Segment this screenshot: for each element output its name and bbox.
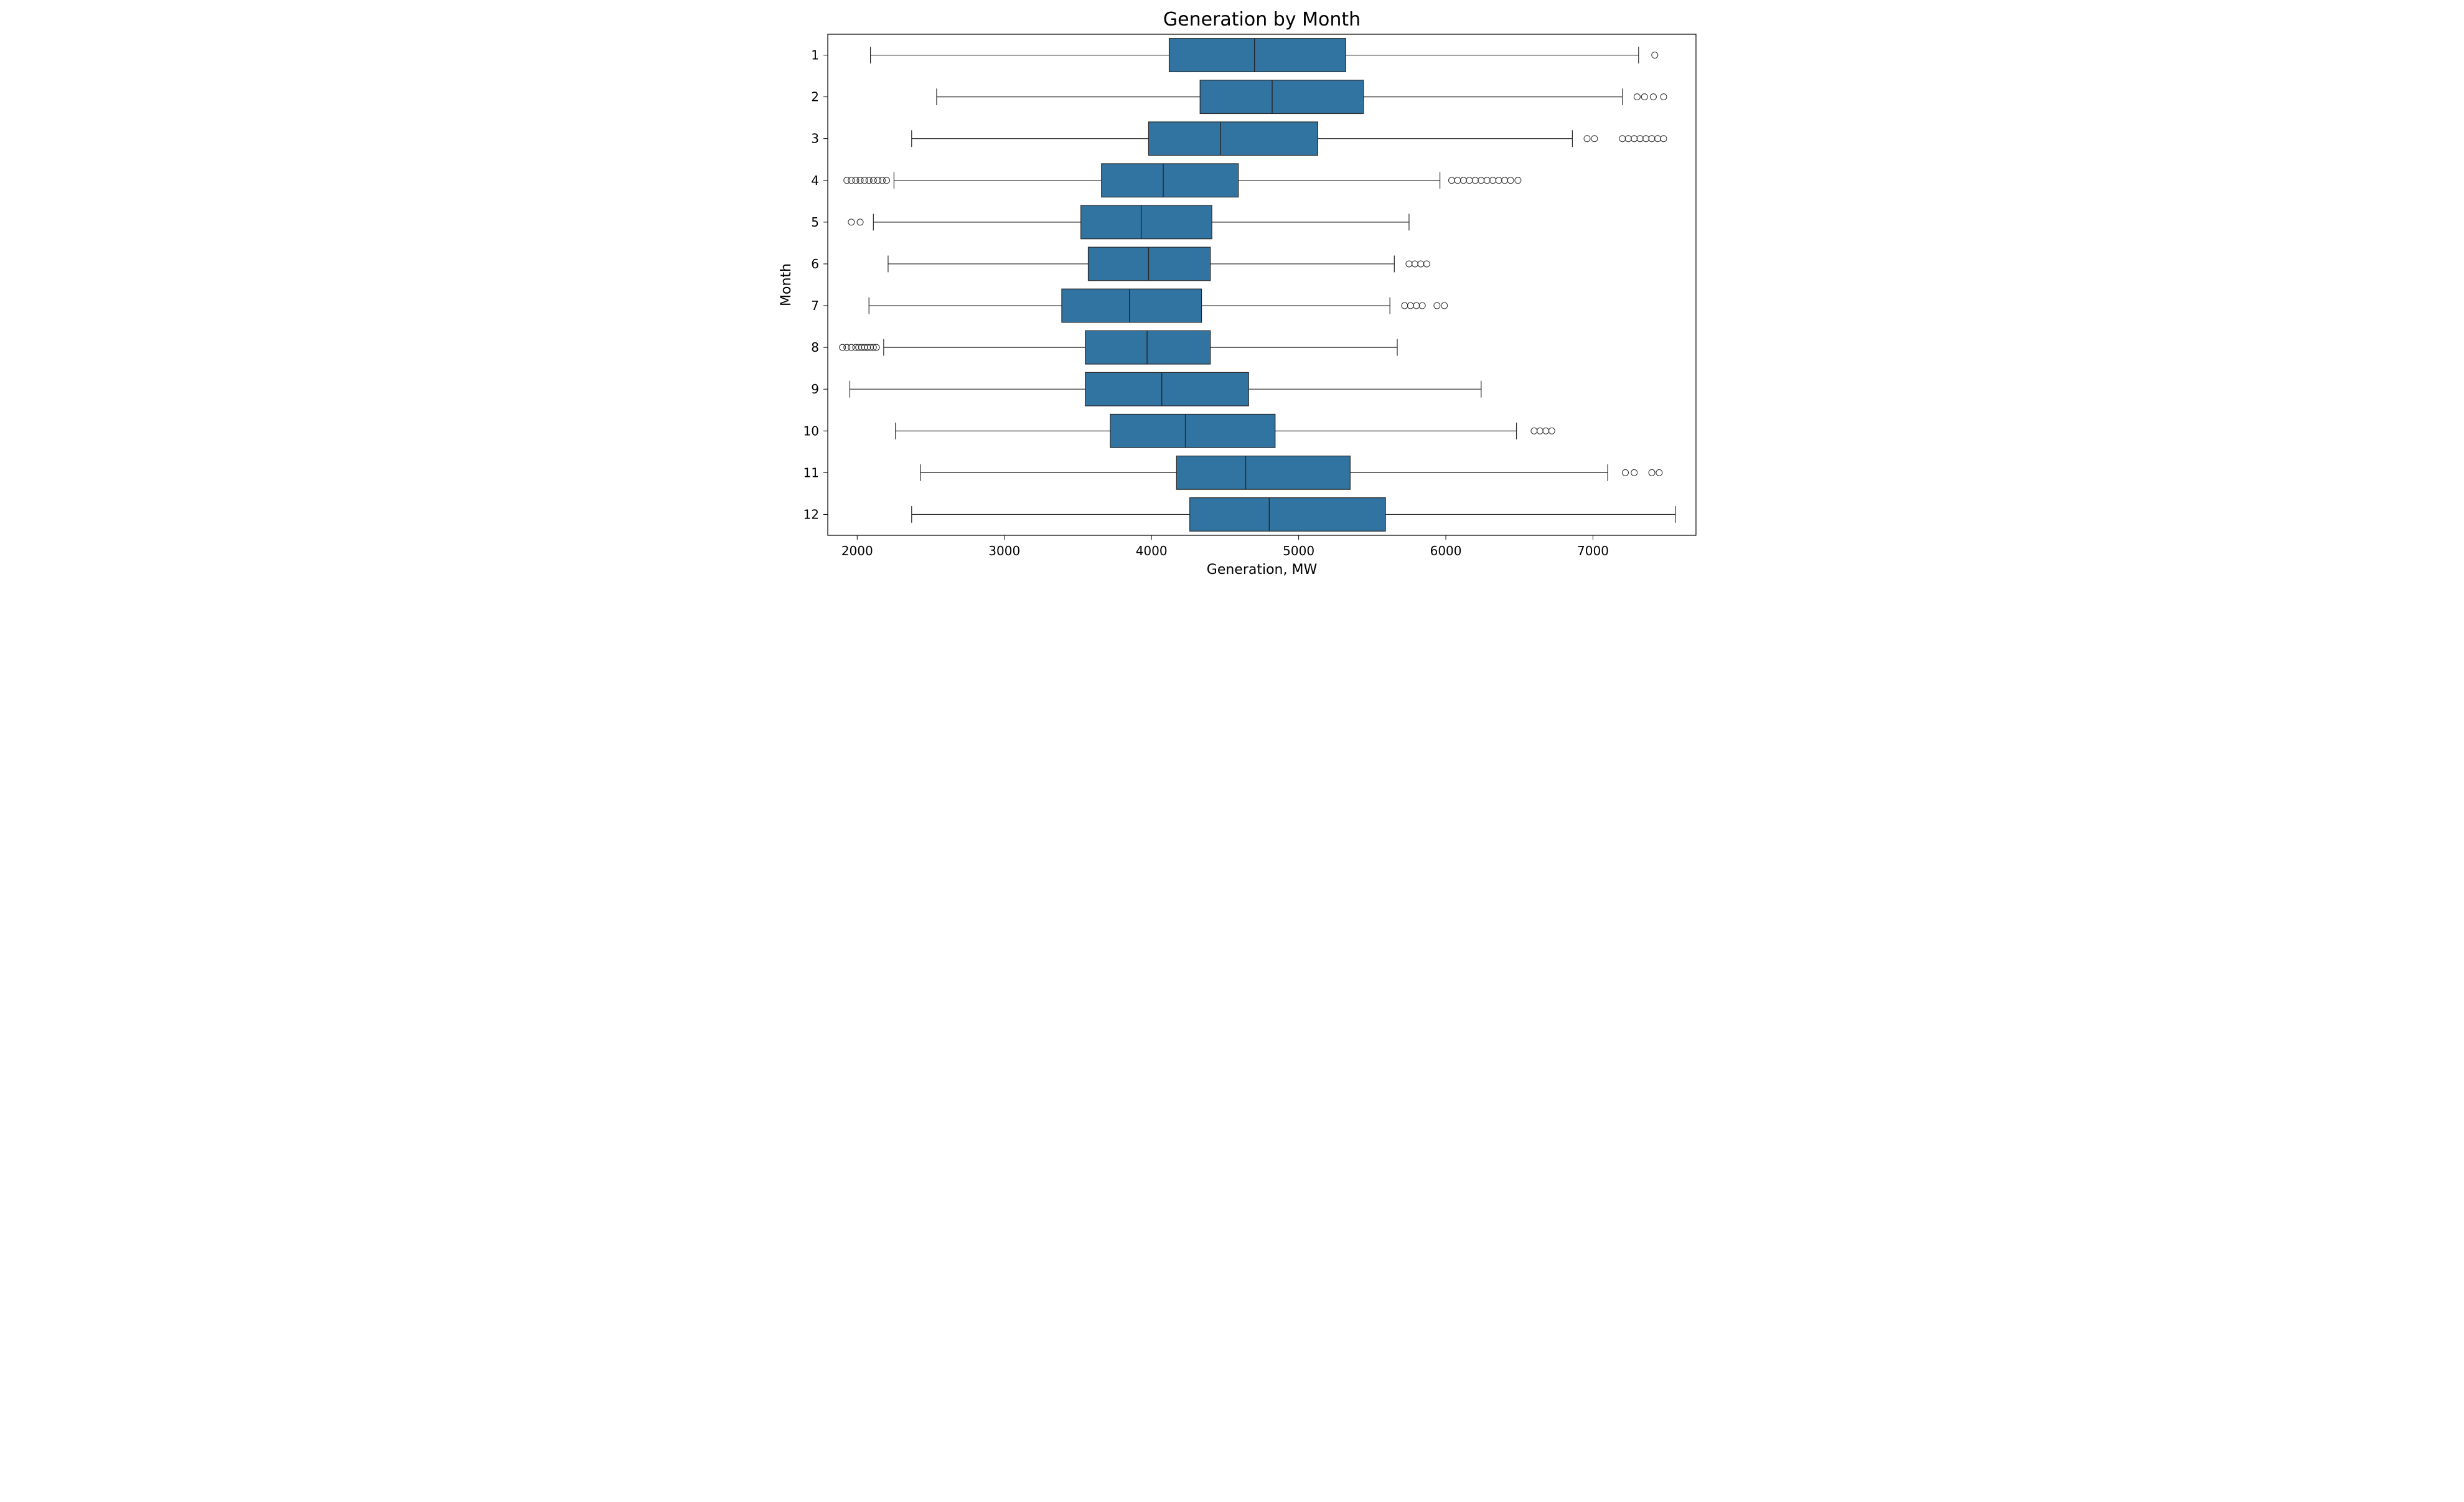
ylabel: Month (779, 263, 794, 306)
xtick-label: 5000 (1283, 543, 1314, 558)
box (1169, 39, 1346, 72)
xtick-label: 3000 (988, 543, 1020, 558)
box (1148, 122, 1318, 156)
xlabel: Generation, MW (1206, 562, 1317, 578)
xtick-label: 6000 (1430, 543, 1461, 558)
box (1189, 498, 1385, 532)
xtick-label: 7000 (1577, 543, 1609, 558)
ytick-label: 4 (811, 173, 819, 188)
box (1101, 164, 1238, 197)
box (1200, 80, 1363, 114)
box (1061, 289, 1201, 322)
ytick-label: 2 (811, 90, 819, 105)
ytick-label: 6 (811, 256, 819, 271)
ytick-label: 5 (811, 215, 819, 230)
box (1088, 247, 1210, 281)
ytick-label: 9 (811, 382, 819, 397)
ytick-label: 10 (803, 423, 818, 438)
box (1176, 456, 1350, 490)
ytick-label: 11 (803, 465, 818, 480)
ytick-label: 3 (811, 131, 819, 146)
ytick-label: 8 (811, 340, 819, 355)
box (1080, 205, 1211, 239)
xtick-label: 4000 (1135, 543, 1167, 558)
boxplot-chart: 200030004000500060007000123456789101112G… (759, 0, 1705, 579)
chart-svg: 200030004000500060007000123456789101112G… (759, 0, 1705, 579)
ytick-label: 12 (803, 507, 818, 522)
ytick-label: 1 (811, 48, 819, 63)
chart-title: Generation by Month (1163, 9, 1360, 31)
xtick-label: 2000 (841, 543, 873, 558)
ytick-label: 7 (811, 298, 819, 313)
box (1085, 372, 1248, 406)
box (1085, 331, 1210, 364)
box (1110, 414, 1275, 448)
